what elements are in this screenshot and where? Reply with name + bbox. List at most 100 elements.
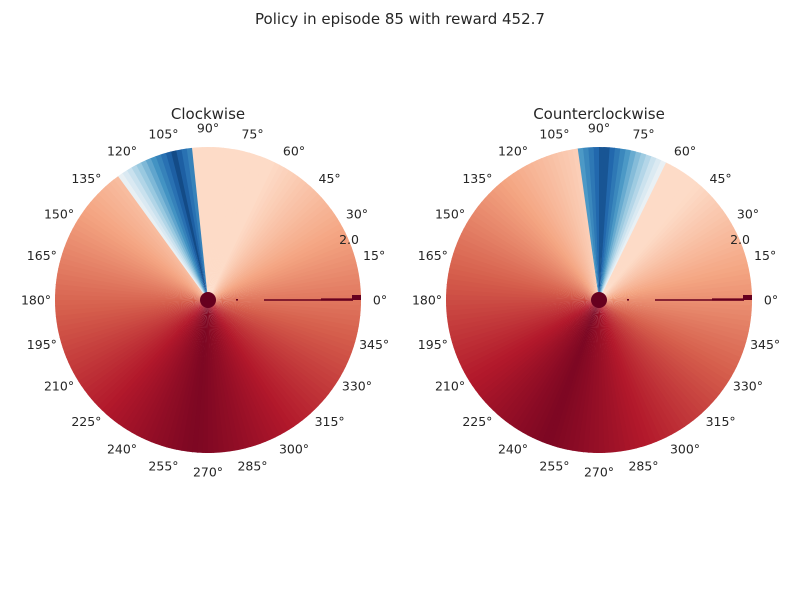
heatmap-wedge [208, 175, 303, 300]
heatmap-wedge [208, 185, 315, 300]
angle-tick-label: 330° [733, 379, 763, 394]
heatmap-wedge [567, 300, 599, 451]
clockwise-title: Clockwise [171, 105, 245, 123]
heatmap-wedge [499, 179, 599, 300]
angle-tick-label: 45° [319, 171, 341, 186]
heatmap-wedge [208, 300, 330, 399]
heatmap-wedge [208, 300, 308, 421]
heatmap-wedge [599, 218, 732, 300]
heatmap-wedge [57, 268, 208, 300]
heatmap-wedge [599, 164, 676, 300]
heatmap-wedge [207, 146, 214, 300]
heatmap-wedge [599, 236, 741, 300]
heatmap-wedge [208, 155, 266, 300]
heatmap-wedge [599, 178, 698, 300]
heatmap-wedge [599, 149, 631, 300]
heatmap-wedge [599, 147, 610, 300]
small-tick-marker [627, 299, 629, 301]
heatmap-wedge [170, 300, 208, 450]
heatmap-wedge [104, 182, 208, 300]
heatmap-wedge [208, 300, 295, 430]
heatmap-wedge [208, 300, 346, 372]
heatmap-wedge [86, 201, 208, 300]
angle-tick-label: 210° [435, 379, 465, 394]
heatmap-wedge [599, 159, 667, 300]
heatmap-wedge [121, 170, 208, 300]
heatmap-wedge [599, 300, 721, 399]
heatmap-wedge [118, 300, 208, 428]
heatmap-wedge [208, 152, 256, 300]
counterclockwise-polar-panel: 0° 15° 30° 45° 60° 75° 90° 105° 120° 135° 150° 165°… [412, 105, 780, 480]
heatmap-wedge [599, 182, 702, 300]
heatmap-wedge [551, 300, 599, 448]
clockwise-heatmap [54, 146, 362, 454]
heatmap-wedge [546, 300, 599, 446]
heatmap-wedge [496, 300, 599, 418]
angle-tick-label: 120° [107, 144, 137, 159]
heatmap-wedge [599, 300, 744, 358]
heatmap-wedge [572, 300, 599, 452]
angle-tick-label: 75° [241, 126, 263, 141]
heatmap-wedge [453, 247, 599, 300]
angle-tick-label: 315° [706, 414, 736, 429]
heatmap-wedge [140, 160, 208, 300]
heatmap-wedge [97, 189, 208, 300]
heatmap-wedge [481, 197, 599, 300]
heatmap-wedge [208, 300, 358, 338]
angle-tick-label: 330° [342, 379, 372, 394]
heatmap-wedge [208, 227, 346, 300]
heatmap-wedge [131, 300, 208, 436]
heatmap-wedge [84, 300, 208, 395]
heatmap-wedge [561, 300, 599, 450]
heatmap-wedge [599, 169, 685, 300]
heatmap-wedge [512, 170, 599, 300]
heatmap-wedge [466, 300, 599, 382]
heatmap-wedge [70, 228, 208, 300]
clockwise-angle-labels: 0° 15° 30° 45° 60° 75° 90° 105° 120° 135° 150° 165°… [21, 121, 389, 480]
heatmap-wedge [599, 300, 748, 343]
heatmap-wedge [599, 232, 739, 300]
heatmap-wedge [517, 167, 599, 300]
angle-tick-label: 105° [539, 126, 569, 141]
angle-tick-label: 30° [346, 207, 368, 222]
heatmap-wedge [208, 300, 349, 368]
heatmap-wedge [208, 300, 354, 353]
angle-tick-label: 285° [237, 459, 267, 474]
heatmap-wedge [599, 300, 740, 368]
angle-tick-label: 75° [632, 126, 654, 141]
heatmap-wedge [588, 300, 599, 453]
heatmap-wedge [208, 300, 315, 414]
heatmap-wedge [208, 300, 326, 403]
heatmap-wedge [598, 146, 605, 300]
heatmap-wedge [78, 300, 208, 387]
heatmap-wedge [208, 157, 271, 300]
heatmap-wedge [599, 300, 737, 372]
heatmap-wedge [461, 300, 599, 373]
angle-tick-label: 180° [21, 293, 51, 308]
zero-angle-end-marker [352, 295, 361, 300]
heatmap-wedge [509, 300, 599, 428]
angle-tick-label: 225° [71, 414, 101, 429]
heatmap-wedge [208, 300, 359, 332]
heatmap-wedge [208, 300, 353, 358]
heatmap-wedge [208, 300, 319, 411]
heatmap-wedge [517, 300, 599, 433]
heatmap-wedge [535, 158, 599, 300]
heatmap-wedge [599, 300, 699, 421]
heatmap-wedge [599, 300, 747, 348]
heatmap-wedge [599, 205, 723, 300]
angle-tick-label: 240° [107, 441, 137, 456]
heatmap-wedge [208, 300, 336, 390]
heatmap-wedge [599, 300, 735, 377]
heatmap-wedge [458, 232, 599, 300]
heatmap-wedge [599, 300, 730, 386]
heatmap-wedge [599, 300, 672, 438]
heatmap-wedge [446, 278, 599, 300]
heatmap-wedge [477, 201, 599, 300]
heatmap-wedge [117, 173, 208, 300]
angle-tick-label: 210° [44, 379, 74, 394]
heatmap-wedge [101, 186, 208, 300]
heatmap-wedge [599, 300, 745, 353]
heatmap-wedge [60, 252, 208, 300]
